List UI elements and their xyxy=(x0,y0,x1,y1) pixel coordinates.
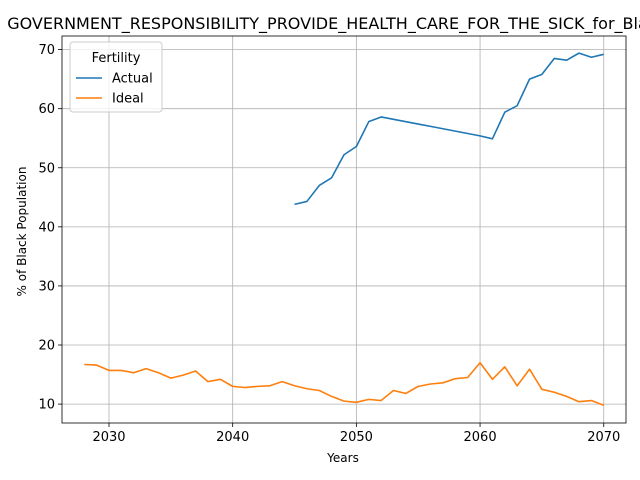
y-tick-label: 20 xyxy=(38,339,55,354)
y-axis-label: % of Black Population xyxy=(15,167,29,297)
legend-title: Fertility xyxy=(92,51,141,66)
legend: Fertility Actual Ideal xyxy=(69,41,163,113)
x-axis-ticks: 2030 2040 2050 2060 2070 xyxy=(92,423,620,445)
x-tick-label: 2030 xyxy=(92,430,125,445)
y-tick-label: 30 xyxy=(38,279,55,294)
grid xyxy=(62,36,626,423)
y-tick-label: 70 xyxy=(38,43,55,58)
plot-frame xyxy=(61,35,627,424)
y-axis-ticks: 10 20 30 40 50 60 70 xyxy=(38,43,62,413)
legend-label-ideal: Ideal xyxy=(112,92,144,107)
x-tick-label: 2060 xyxy=(464,430,497,445)
legend-box xyxy=(69,41,163,113)
chart-title: GOVERNMENT_RESPONSIBILITY_PROVIDE_HEALTH… xyxy=(7,14,640,34)
series-line-ideal xyxy=(84,361,605,407)
y-tick-label: 10 xyxy=(38,398,55,413)
series-group xyxy=(84,52,605,407)
x-axis-label: Years xyxy=(326,451,359,465)
series-line-actual xyxy=(294,52,604,206)
x-tick-label: 2040 xyxy=(216,430,249,445)
x-tick-label: 2070 xyxy=(587,430,620,445)
y-tick-label: 50 xyxy=(38,161,55,176)
legend-label-actual: Actual xyxy=(112,72,153,87)
y-tick-label: 60 xyxy=(38,102,55,117)
x-tick-label: 2050 xyxy=(340,430,373,445)
y-tick-label: 40 xyxy=(38,220,55,235)
